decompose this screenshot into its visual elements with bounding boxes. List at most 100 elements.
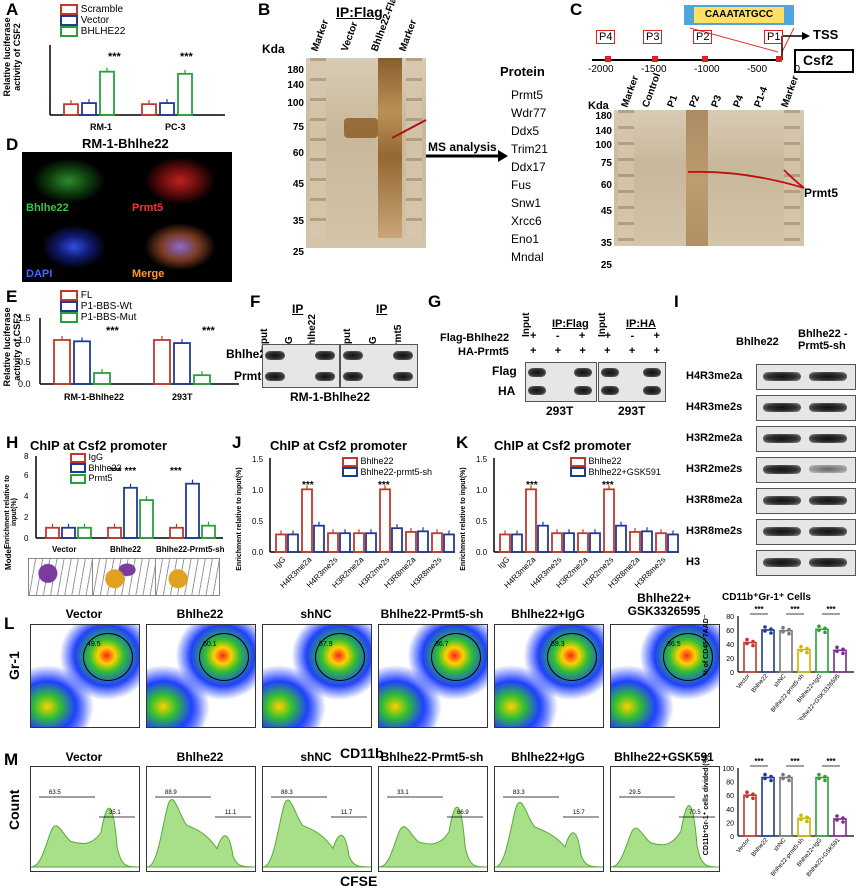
gate-percent: 57.9 <box>319 641 333 648</box>
summary-ylabel: % of CD45⁺7AAD⁻ <box>703 614 710 676</box>
western-blot <box>756 395 856 421</box>
motif-line <box>689 27 779 53</box>
x-tick-label: shNC <box>773 673 788 689</box>
lane-label: P1 <box>665 93 681 109</box>
y-tick-label: 60 <box>726 793 734 800</box>
group-label: shNC <box>300 750 332 764</box>
marker-label: 75 <box>600 158 612 169</box>
gate-percent: 88.9 <box>165 790 177 796</box>
y-tick-label: 0.0 <box>18 379 31 389</box>
row-label: H4R3me2s <box>686 401 743 413</box>
sign: + <box>530 345 537 357</box>
gate-percent: 70.5 <box>689 810 701 816</box>
lane-label: P2 <box>687 93 703 109</box>
y-tick-label: 0 <box>730 670 734 677</box>
y-tick-label: 60 <box>726 628 734 635</box>
gate-percent: 36.7 <box>435 641 449 648</box>
bar <box>511 533 523 553</box>
bar <box>153 339 171 385</box>
blot-band <box>528 368 546 377</box>
bar <box>81 102 97 116</box>
row-label: H3R8me2a <box>686 494 743 506</box>
legend-item: P1-BBS-Mut <box>60 312 136 323</box>
model-cartoon <box>156 559 220 595</box>
sign: + <box>554 345 562 357</box>
row-label: H4R3me2a <box>686 370 743 382</box>
bar <box>339 532 351 553</box>
data-point <box>835 818 839 822</box>
panel-i-label: I <box>674 292 679 311</box>
data-point <box>745 790 749 794</box>
data-point <box>781 629 785 634</box>
panel-c-kda: Kda <box>588 100 609 112</box>
panel-k-ylabel: Enrichment relative to input(%) <box>460 467 467 571</box>
gate-percent: 36.5 <box>667 641 681 648</box>
gel-lane <box>378 58 402 238</box>
panel-a-legend: Scramble Vector BHLHE22 <box>60 4 125 37</box>
blot-band <box>315 372 335 381</box>
cfse-histogram: 83.3 15.7 <box>494 766 604 872</box>
legend-item: BHLHE22 <box>60 26 125 37</box>
bar-group <box>63 67 193 116</box>
histogram-curve <box>611 805 719 868</box>
data-point <box>751 639 755 644</box>
legend-label: Prmt5 <box>88 473 113 484</box>
panel-b-markers: 180 140 100 75 60 45 35 25 <box>280 66 304 258</box>
callout-arrow <box>687 170 805 189</box>
western-blot <box>262 344 340 388</box>
gate <box>663 633 713 681</box>
motif-line <box>781 27 795 53</box>
bar <box>641 530 653 553</box>
data-point <box>823 774 827 779</box>
bar <box>169 526 184 539</box>
data-point <box>835 645 839 650</box>
model-schematic <box>28 558 220 596</box>
marker-label: 45 <box>292 179 304 190</box>
y-tick-label: 1.0 <box>476 486 488 495</box>
y-tick-label: 80 <box>726 614 734 621</box>
gate <box>83 633 133 681</box>
gate-percent: 88.3 <box>281 790 293 796</box>
x-tick-label: IgG <box>496 555 511 570</box>
blot-band <box>315 351 335 360</box>
x-tick-label: Vector <box>736 837 752 854</box>
sign: + <box>653 330 660 342</box>
group-label: shNC <box>300 607 332 621</box>
sig-mark: *** <box>826 757 836 766</box>
probe-site <box>702 56 708 62</box>
data-point <box>835 649 839 654</box>
prmt5-pointer <box>391 119 427 139</box>
tss-arrow-head <box>802 32 810 40</box>
blot-band <box>643 386 661 395</box>
cell-line-label: 293T <box>546 404 574 418</box>
if-image-blue <box>22 218 126 282</box>
gel-marker-lane <box>618 110 634 246</box>
legend-item: Scramble <box>60 4 125 15</box>
tick-label: -1000 <box>694 64 720 75</box>
blot-band <box>809 372 847 381</box>
ip-header: IP <box>292 302 304 316</box>
panel-a-ylabel: Relative luciferase activity of CSF2 <box>2 17 22 97</box>
panel-j-legend: Bhlhe22 Bhlhe22-prmt5-sh <box>342 456 432 478</box>
bar <box>667 533 679 553</box>
bar-group <box>275 485 455 553</box>
y-tick-label: 0 <box>730 834 734 841</box>
bar <box>833 818 847 837</box>
sign: + <box>579 345 586 357</box>
y-tick-label: 0.0 <box>252 548 264 557</box>
legend-label: Scramble <box>80 4 124 16</box>
tss-label: TSS <box>813 27 839 42</box>
legend-label: Bhlhe22+GSK591 <box>588 466 661 477</box>
lane-label: P4 <box>731 93 747 109</box>
panel-h-legend: IgG Bhlhe22 Prmt5 <box>70 452 122 484</box>
panel-m-label: M <box>4 750 19 769</box>
sig-mark: *** <box>754 605 764 614</box>
gate <box>315 633 365 681</box>
lane-label: P1-4 <box>752 85 771 109</box>
histogram-curve <box>31 807 139 868</box>
bar <box>589 532 601 553</box>
motif-seq: CAAATATGCC <box>694 7 784 23</box>
bar <box>201 524 216 539</box>
blot-band <box>574 386 592 395</box>
bar <box>123 486 138 539</box>
